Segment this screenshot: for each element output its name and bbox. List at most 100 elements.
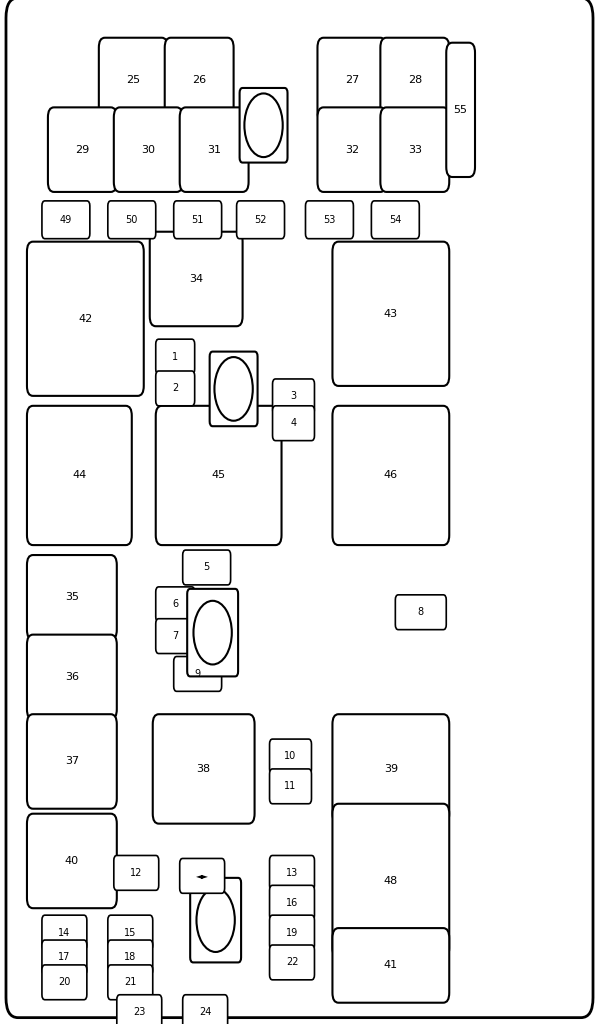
Text: 16: 16 (286, 898, 298, 907)
FancyBboxPatch shape (332, 242, 449, 386)
Text: 41: 41 (384, 961, 398, 971)
Text: 13: 13 (286, 868, 298, 878)
FancyBboxPatch shape (332, 928, 449, 1002)
FancyBboxPatch shape (332, 714, 449, 823)
Text: 37: 37 (65, 757, 79, 767)
Text: 33: 33 (408, 144, 422, 155)
Text: 42: 42 (78, 313, 92, 324)
FancyBboxPatch shape (305, 201, 353, 239)
Circle shape (214, 357, 253, 421)
FancyBboxPatch shape (114, 108, 183, 191)
Text: 40: 40 (65, 856, 79, 866)
Text: 29: 29 (75, 144, 89, 155)
FancyBboxPatch shape (99, 38, 168, 122)
FancyBboxPatch shape (183, 994, 228, 1024)
FancyBboxPatch shape (270, 945, 314, 980)
FancyBboxPatch shape (317, 108, 386, 191)
FancyBboxPatch shape (156, 406, 282, 545)
FancyBboxPatch shape (153, 714, 255, 823)
FancyBboxPatch shape (48, 108, 117, 191)
Text: 25: 25 (126, 75, 140, 85)
FancyBboxPatch shape (27, 714, 117, 809)
Text: 32: 32 (345, 144, 359, 155)
FancyBboxPatch shape (332, 406, 449, 545)
FancyBboxPatch shape (156, 371, 195, 406)
Text: 52: 52 (255, 215, 267, 225)
Text: 19: 19 (286, 928, 298, 938)
Text: 43: 43 (384, 309, 398, 318)
FancyBboxPatch shape (42, 915, 87, 950)
FancyBboxPatch shape (395, 595, 446, 630)
FancyBboxPatch shape (156, 339, 195, 374)
FancyBboxPatch shape (446, 43, 475, 177)
Text: 50: 50 (126, 215, 138, 225)
FancyBboxPatch shape (108, 965, 153, 999)
Text: 55: 55 (453, 104, 468, 115)
FancyBboxPatch shape (156, 618, 195, 653)
Text: 54: 54 (389, 215, 401, 225)
FancyBboxPatch shape (332, 804, 449, 957)
Text: 20: 20 (58, 977, 71, 987)
Text: 35: 35 (65, 592, 79, 602)
Text: 46: 46 (384, 470, 398, 480)
Text: 2: 2 (172, 383, 179, 393)
FancyBboxPatch shape (108, 201, 156, 239)
FancyBboxPatch shape (27, 406, 132, 545)
Text: 34: 34 (189, 274, 203, 284)
FancyBboxPatch shape (174, 656, 222, 691)
Text: 45: 45 (211, 470, 226, 480)
Text: 4: 4 (291, 418, 297, 428)
Text: 7: 7 (172, 631, 179, 641)
Text: 15: 15 (124, 928, 137, 938)
FancyBboxPatch shape (317, 38, 386, 122)
FancyBboxPatch shape (6, 0, 593, 1018)
Text: 3: 3 (291, 391, 297, 401)
Text: 21: 21 (124, 977, 137, 987)
FancyBboxPatch shape (117, 994, 162, 1024)
Text: 53: 53 (323, 215, 335, 225)
Text: 11: 11 (285, 781, 297, 792)
Text: 12: 12 (130, 868, 143, 878)
FancyBboxPatch shape (42, 965, 87, 999)
FancyBboxPatch shape (380, 108, 449, 191)
Text: 27: 27 (345, 75, 359, 85)
FancyBboxPatch shape (380, 38, 449, 122)
Text: ◄►: ◄► (196, 871, 208, 881)
Text: 36: 36 (65, 672, 79, 682)
Text: 23: 23 (133, 1008, 146, 1017)
Text: 6: 6 (172, 599, 179, 609)
FancyBboxPatch shape (270, 739, 311, 774)
FancyBboxPatch shape (270, 886, 314, 921)
Text: 51: 51 (192, 215, 204, 225)
FancyBboxPatch shape (187, 589, 238, 677)
Text: 31: 31 (207, 144, 221, 155)
Text: 24: 24 (199, 1008, 211, 1017)
FancyBboxPatch shape (190, 878, 241, 963)
FancyBboxPatch shape (180, 108, 249, 191)
FancyBboxPatch shape (150, 231, 243, 327)
FancyBboxPatch shape (165, 38, 234, 122)
Text: 39: 39 (384, 764, 398, 774)
Circle shape (193, 601, 232, 665)
Text: 26: 26 (192, 75, 206, 85)
FancyBboxPatch shape (108, 940, 153, 975)
FancyBboxPatch shape (42, 201, 90, 239)
Text: 38: 38 (196, 764, 211, 774)
FancyBboxPatch shape (273, 379, 314, 414)
FancyBboxPatch shape (27, 814, 117, 908)
FancyBboxPatch shape (114, 855, 159, 890)
FancyBboxPatch shape (180, 858, 225, 893)
FancyBboxPatch shape (42, 940, 87, 975)
Text: 10: 10 (285, 752, 297, 762)
Circle shape (196, 888, 235, 952)
FancyBboxPatch shape (27, 555, 117, 640)
Text: 14: 14 (58, 928, 71, 938)
Text: 22: 22 (286, 957, 298, 968)
FancyBboxPatch shape (27, 242, 144, 396)
Text: 17: 17 (58, 952, 71, 963)
Text: 48: 48 (384, 876, 398, 886)
FancyBboxPatch shape (183, 550, 231, 585)
FancyBboxPatch shape (174, 201, 222, 239)
FancyBboxPatch shape (371, 201, 419, 239)
FancyBboxPatch shape (108, 915, 153, 950)
